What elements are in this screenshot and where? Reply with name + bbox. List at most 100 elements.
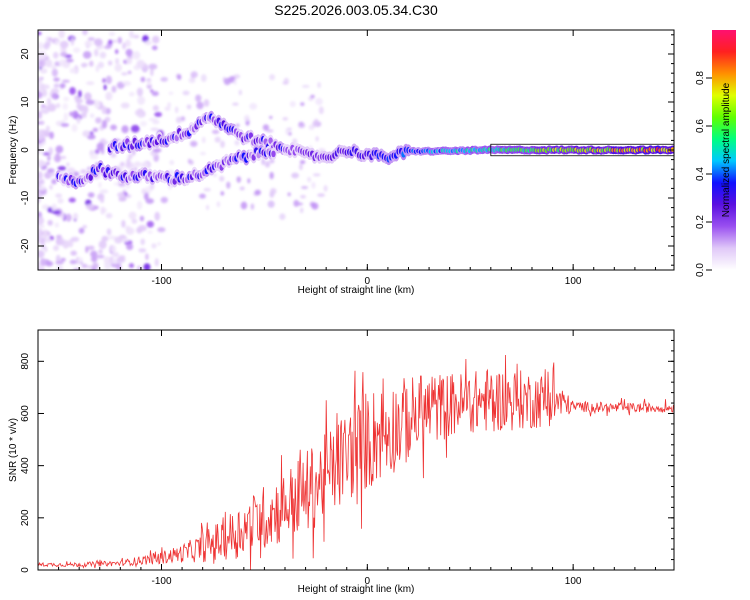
heatmap-noise-blob [299, 207, 304, 214]
heatmap-noise-blob [121, 238, 130, 243]
heatmap-noise-blob [182, 90, 190, 96]
heatmap-noise-blob [125, 57, 133, 65]
heatmap-noise-blob [244, 114, 250, 122]
heatmap-noise-blob [112, 258, 118, 265]
heatmap-noise-blob [154, 258, 159, 267]
heatmap-noise-blob [240, 201, 248, 210]
heatmap-noise-blob [279, 213, 286, 220]
heatmap-noise-blob [152, 148, 162, 153]
heatmap-noise-blob [147, 230, 153, 234]
heatmap-y-tick-label: -10 [20, 190, 31, 205]
heatmap-noise-blob [175, 116, 182, 124]
heatmap-noise-blob [41, 241, 45, 250]
heatmap-noise-blob [43, 42, 50, 50]
heatmap-noise-blob [63, 112, 68, 122]
heatmap-noise-blob [267, 200, 275, 208]
heatmap-noise-blob [120, 102, 130, 109]
heatmap-noise-blob [82, 130, 91, 138]
heatmap-noise-blob [54, 222, 60, 228]
heatmap-noise-blob [78, 90, 82, 98]
heatmap-noise-blob [200, 74, 207, 82]
heatmap-noise-blob [114, 236, 123, 244]
heatmap-noise-blob [110, 124, 117, 131]
heatmap-noise-blob [126, 158, 131, 168]
heatmap-noise-blob [115, 58, 120, 65]
heatmap-noise-blob [103, 256, 111, 265]
heatmap-noise-blob [144, 40, 152, 46]
heatmap-noise-blob [220, 191, 225, 196]
heatmap-noise-blob [101, 119, 108, 129]
heatmap-noise-blob [112, 251, 120, 258]
heatmap-noise-blob [143, 192, 149, 201]
heatmap-noise-blob [127, 70, 132, 75]
heatmap-noise-blob [105, 212, 113, 219]
heatmap-noise-blob [45, 36, 50, 43]
heatmap-noise-blob [111, 85, 117, 93]
heatmap-noise-blob [99, 196, 105, 204]
heatmap-noise-blob [42, 152, 51, 156]
heatmap-noise-blob [317, 82, 321, 89]
heatmap-noise-blob [69, 87, 76, 95]
heatmap-noise-blob [40, 106, 46, 112]
heatmap-noise-blob [60, 123, 70, 128]
heatmap-noise-blob [60, 212, 65, 220]
heatmap-noise-blob [233, 78, 237, 86]
heatmap-noise-blob [70, 36, 75, 46]
heatmap-noise-blob [154, 211, 161, 221]
heatmap-noise-blob [311, 202, 319, 210]
heatmap-noise-blob [195, 94, 202, 103]
heatmap-noise-blob [136, 87, 144, 97]
heatmap-noise-blob [139, 215, 145, 222]
heatmap-noise-blob [300, 102, 305, 106]
heatmap-noise-blob [47, 103, 57, 112]
heatmap-x-ticks: -100 0 100 [37, 30, 656, 287]
colorbar-ticks: 0.0 0.2 0.4 0.6 0.8 [695, 71, 712, 277]
heatmap-noise-blob [131, 218, 138, 224]
heatmap-noise-blob [38, 110, 43, 120]
heatmap-noise-blob [108, 31, 116, 36]
heatmap-noise-blob [112, 39, 118, 43]
heatmap-noise-blob [86, 81, 95, 85]
heatmap-noise-blob [67, 239, 74, 248]
snr-x-axis-title: Height of straight line (km) [298, 584, 415, 595]
heatmap-noise-blob [250, 203, 255, 210]
heatmap-noise-blob [299, 163, 303, 171]
heatmap-noise-blob [317, 193, 326, 197]
heatmap-noise-blob [151, 243, 157, 249]
colorbar-gradient [712, 30, 736, 270]
heatmap-noise-blob [53, 83, 60, 88]
heatmap-noise-blob [51, 178, 57, 185]
heatmap-noise-blob [38, 233, 42, 243]
heatmap-x-axis-title: Height of straight line (km) [298, 285, 415, 296]
snr-x-tick-label: 100 [565, 576, 582, 587]
heatmap-noise-blob [83, 105, 89, 114]
heatmap-noise-blob [60, 155, 67, 159]
heatmap-noise-blob [62, 103, 68, 110]
heatmap-noise-blob [236, 176, 242, 183]
heatmap-noise-blob [269, 74, 275, 81]
heatmap-noise-blob [93, 48, 99, 57]
snr-y-tick-label: 400 [20, 457, 31, 474]
heatmap-noise-blob [140, 161, 150, 169]
heatmap-noise-blob [126, 243, 134, 251]
heatmap-noise-blob [87, 37, 95, 41]
heatmap-noise-blob [99, 51, 107, 59]
heatmap-noise-blob [71, 123, 78, 132]
heatmap-noise-blob [108, 235, 117, 240]
heatmap-noise-blob [285, 127, 289, 136]
heatmap-noise-blob [129, 30, 134, 39]
heatmap-noise-blob [105, 75, 113, 85]
heatmap-noise-blob [76, 116, 81, 124]
heatmap-noise-blob [261, 158, 265, 166]
heatmap-x-tick-label: 100 [565, 276, 582, 287]
heatmap-noise-blob [106, 228, 112, 236]
heatmap-noise-blob [92, 127, 99, 132]
heatmap-noise-blob [318, 106, 324, 115]
snr-x-tick-label: -100 [151, 576, 171, 587]
heatmap-noise-blob [121, 125, 129, 134]
heatmap-noise-blob [136, 200, 143, 210]
heatmap-noise-blob [38, 216, 45, 226]
heatmap-noise-blob [103, 84, 107, 91]
heatmap-noise-blob [114, 49, 119, 55]
